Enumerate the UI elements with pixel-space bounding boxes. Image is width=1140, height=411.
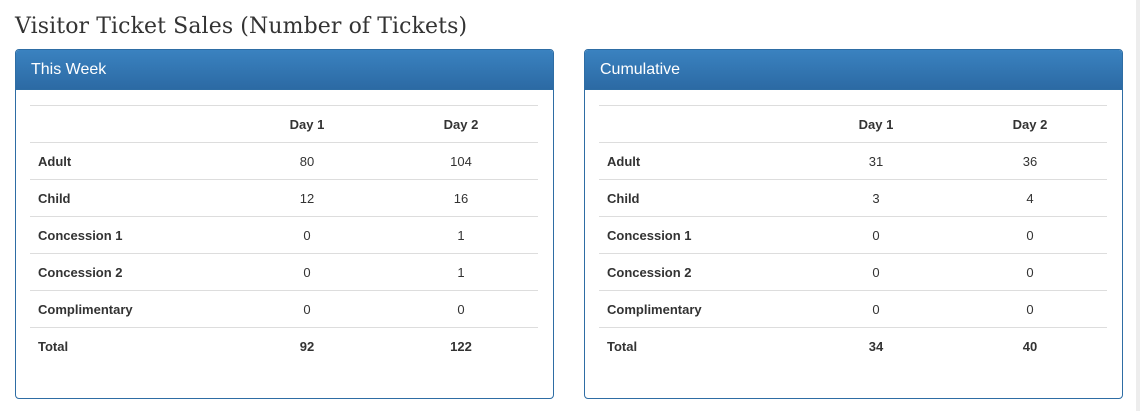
table-header-row: Day 1 Day 2 [30,105,538,143]
panel-heading: Cumulative [585,50,1122,90]
table-row: Concession 1 0 0 [599,216,1107,254]
day-2-total: 122 [384,327,538,364]
ticket-sales-table: Day 1 Day 2 Adult 80 104 Child 12 16 Con… [30,105,538,364]
row-label: Adult [30,142,230,180]
table-row: Adult 80 104 [30,142,538,180]
row-label: Adult [599,142,799,180]
table-row: Concession 1 0 1 [30,216,538,254]
day-2-value: 4 [953,179,1107,217]
row-label: Concession 1 [599,216,799,254]
column-header-day-1: Day 1 [230,105,384,143]
row-label: Concession 2 [599,253,799,291]
day-1-total: 92 [230,327,384,364]
day-2-value: 0 [953,216,1107,254]
page-title: Visitor Ticket Sales (Number of Tickets) [15,14,468,39]
table-row: Concession 2 0 0 [599,253,1107,291]
row-label: Child [599,179,799,217]
page-scroll-rail [1136,0,1140,411]
day-1-value: 3 [799,179,953,217]
table-row: Complimentary 0 0 [599,290,1107,328]
day-2-value: 0 [953,290,1107,328]
column-header-label [30,105,230,143]
row-label: Complimentary [599,290,799,328]
day-1-value: 0 [799,253,953,291]
column-header-day-2: Day 2 [384,105,538,143]
this-week-panel: This Week Day 1 Day 2 Adult 80 104 Child [15,49,554,399]
day-2-value: 36 [953,142,1107,180]
day-1-value: 0 [799,216,953,254]
row-label: Child [30,179,230,217]
table-row: Concession 2 0 1 [30,253,538,291]
column-header-day-2: Day 2 [953,105,1107,143]
day-1-value: 0 [230,253,384,291]
panel-body: Day 1 Day 2 Adult 80 104 Child 12 16 Con… [16,90,553,364]
day-2-value: 1 [384,216,538,254]
day-2-value: 16 [384,179,538,217]
day-1-value: 0 [230,290,384,328]
total-row: Total 34 40 [599,327,1107,364]
day-2-value: 0 [953,253,1107,291]
day-1-total: 34 [799,327,953,364]
table-row: Adult 31 36 [599,142,1107,180]
day-2-total: 40 [953,327,1107,364]
table-row: Child 3 4 [599,179,1107,217]
day-2-value: 0 [384,290,538,328]
row-label: Complimentary [30,290,230,328]
table-row: Complimentary 0 0 [30,290,538,328]
total-row: Total 92 122 [30,327,538,364]
table-header-row: Day 1 Day 2 [599,105,1107,143]
day-2-value: 104 [384,142,538,180]
day-1-value: 0 [799,290,953,328]
ticket-sales-table: Day 1 Day 2 Adult 31 36 Child 3 4 Conces… [599,105,1107,364]
column-header-day-1: Day 1 [799,105,953,143]
day-2-value: 1 [384,253,538,291]
panel-heading: This Week [16,50,553,90]
day-1-value: 31 [799,142,953,180]
row-label: Concession 1 [30,216,230,254]
column-header-label [599,105,799,143]
row-label: Total [30,327,230,364]
day-1-value: 80 [230,142,384,180]
cumulative-panel: Cumulative Day 1 Day 2 Adult 31 36 Child [584,49,1123,399]
row-label: Total [599,327,799,364]
row-label: Concession 2 [30,253,230,291]
panel-body: Day 1 Day 2 Adult 31 36 Child 3 4 Conces… [585,90,1122,364]
day-1-value: 12 [230,179,384,217]
day-1-value: 0 [230,216,384,254]
table-row: Child 12 16 [30,179,538,217]
